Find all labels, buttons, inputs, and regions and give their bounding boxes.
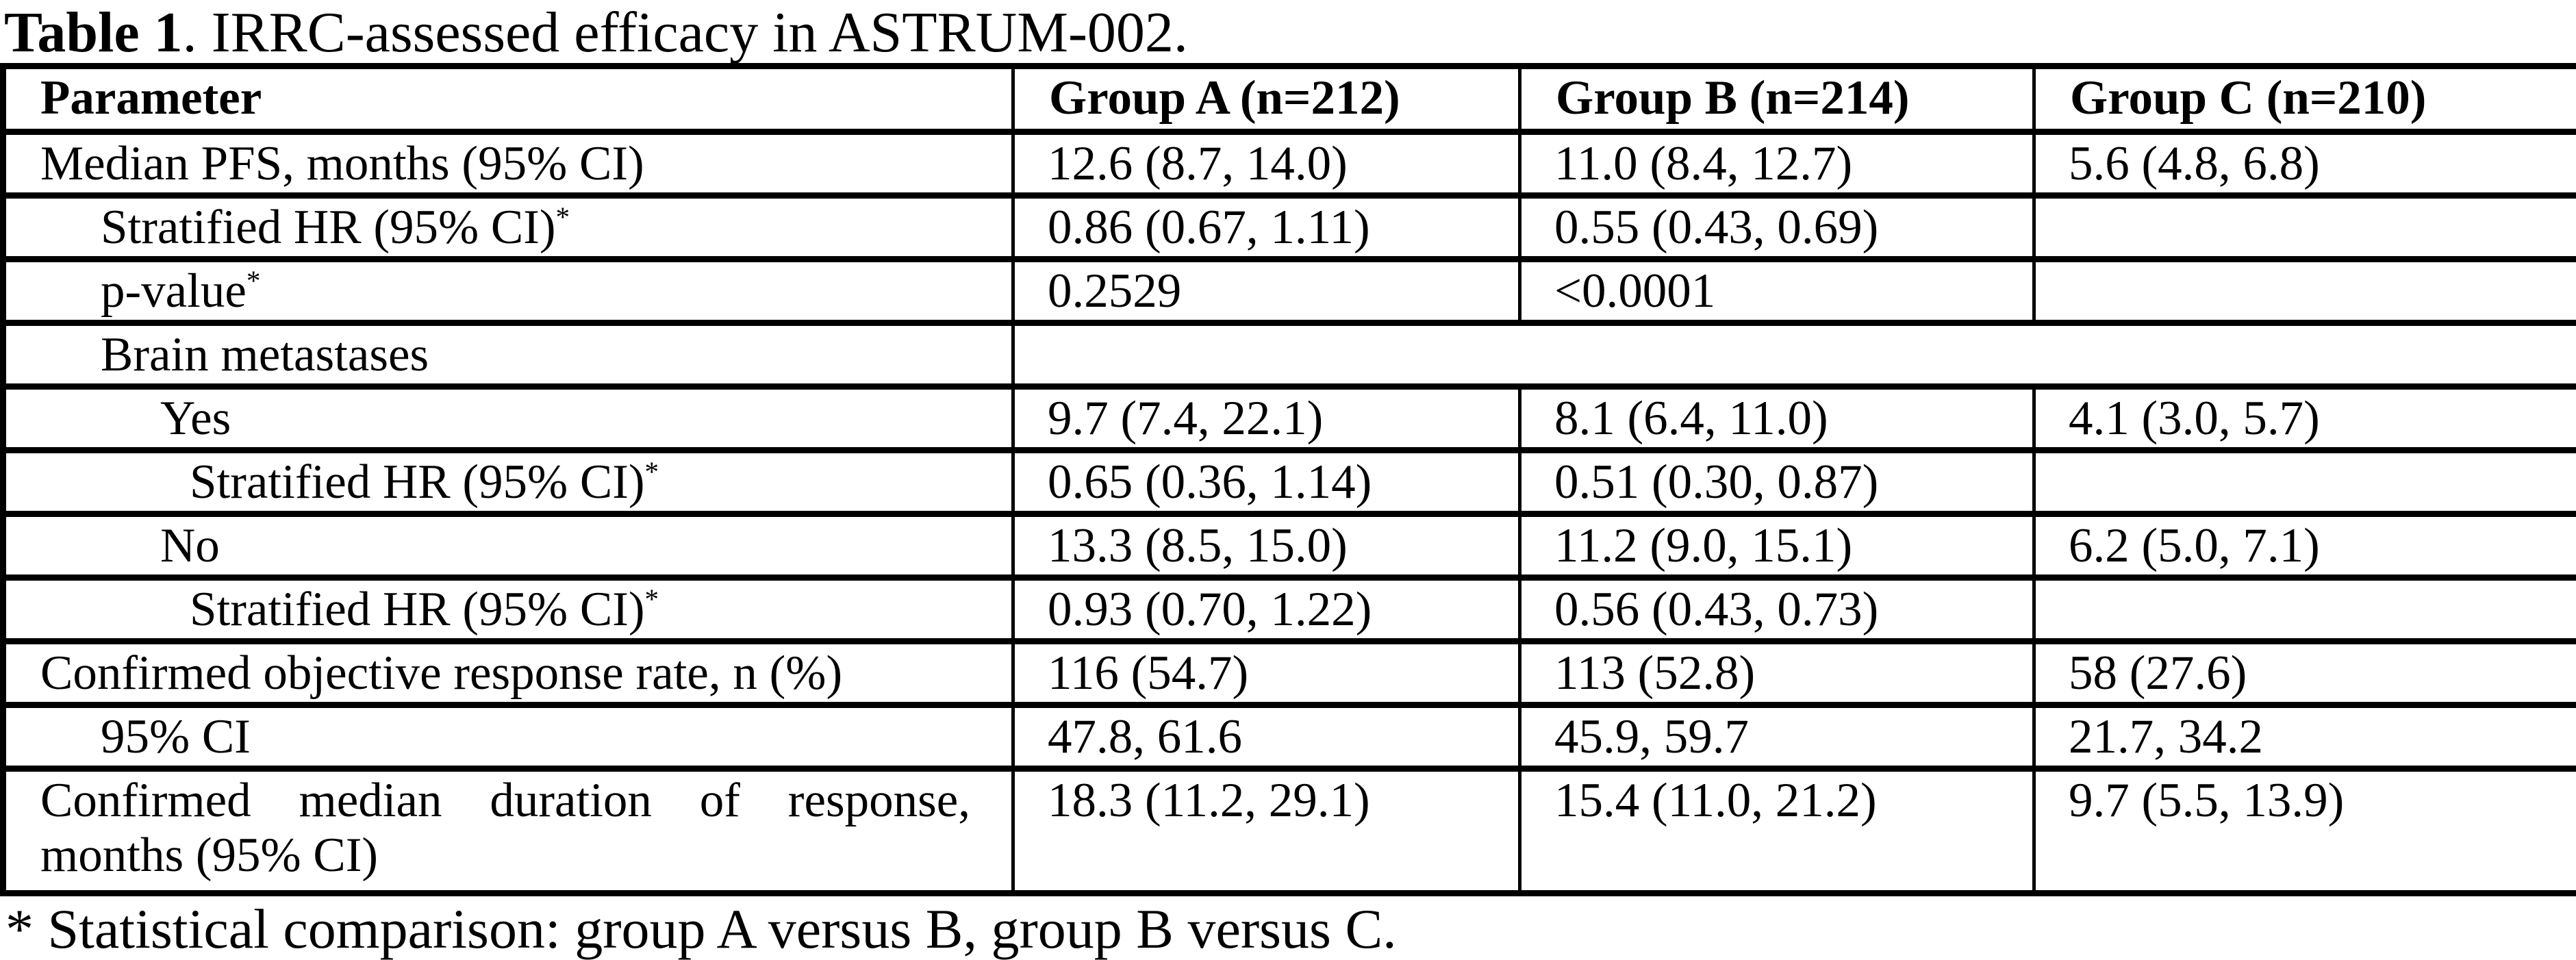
table-title-text: . IRRC-assessed efficacy in ASTRUM-002. <box>183 1 1188 64</box>
table-row: Yes 9.7 (7.4, 22.1)8.1 (6.4, 11.0)4.1 (3.… <box>3 387 2576 451</box>
param-cell: 95% CI <box>3 705 1013 769</box>
param-cell: Stratified HR (95% CI)* <box>3 451 1013 514</box>
param-cell: No <box>3 514 1013 578</box>
value-cell-group-c: 6.2 (5.0, 7.1) <box>2034 514 2576 578</box>
value-cell-group-c: 58 (27.6) <box>2034 642 2576 705</box>
value-cell-group-b: 0.55 (0.43, 0.69) <box>1520 196 2034 260</box>
param-label: No <box>160 519 220 572</box>
value-cell-group-a: 0.86 (0.67, 1.11) <box>1013 196 1520 260</box>
value-cell-group-c <box>2034 578 2576 642</box>
value-cell-group-c <box>2034 451 2576 514</box>
param-cell: Stratified HR (95% CI)* <box>3 196 1013 260</box>
param-label: 95% CI <box>101 710 251 763</box>
value-cell-group-a: 0.93 (0.70, 1.22) <box>1013 578 1520 642</box>
value-cell-group-c: 4.1 (3.0, 5.7) <box>2034 387 2576 451</box>
value-cell-group-b: 0.51 (0.30, 0.87) <box>1520 451 2034 514</box>
param-label: Median PFS, months (95% CI) <box>40 137 644 190</box>
value-cell-group-b: <0.0001 <box>1520 260 2034 323</box>
column-header-parameter: Parameter <box>3 66 1013 132</box>
table-row: Stratified HR (95% CI)*0.65 (0.36, 1.14)… <box>3 451 2576 514</box>
value-cell-group-b: 15.4 (11.0, 21.2) <box>1520 769 2034 894</box>
param-cell: Brain metastases <box>3 323 1013 387</box>
param-cell: Stratified HR (95% CI)* <box>3 578 1013 642</box>
value-cell-group-b: 8.1 (6.4, 11.0) <box>1520 387 2034 451</box>
value-cell-group-b: 11.0 (8.4, 12.7) <box>1520 132 2034 196</box>
column-header-group-b: Group B (n=214) <box>1520 66 2034 132</box>
param-cell: p-value* <box>3 260 1013 323</box>
column-header-group-a: Group A (n=212) <box>1013 66 1520 132</box>
column-header-group-c: Group C (n=210) <box>2034 66 2576 132</box>
footnote-marker: * <box>247 264 261 296</box>
param-label: p-value <box>101 264 247 318</box>
value-cell-group-c <box>2034 196 2576 260</box>
param-label: Confirmed objective response rate, n (%) <box>40 646 842 700</box>
value-cell-group-c: 21.7, 34.2 <box>2034 705 2576 769</box>
value-cell-group-b: 45.9, 59.7 <box>1520 705 2034 769</box>
value-cell-group-c: 9.7 (5.5, 13.9) <box>2034 769 2576 894</box>
merged-empty-cell <box>1013 323 2576 387</box>
param-label: Brain metastases <box>101 328 429 381</box>
value-cell-group-b: 0.56 (0.43, 0.73) <box>1520 578 2034 642</box>
table-row: Median PFS, months (95% CI) 12.6 (8.7, 14… <box>3 132 2576 196</box>
value-cell-group-a: 0.2529 <box>1013 260 1520 323</box>
param-cell: Confirmed objective response rate, n (%) <box>3 642 1013 705</box>
value-cell-group-a: 9.7 (7.4, 22.1) <box>1013 387 1520 451</box>
header-row: Parameter Group A (n=212) Group B (n=214… <box>3 66 2576 132</box>
footnote-marker: * <box>645 455 659 487</box>
value-cell-group-c: 5.6 (4.8, 6.8) <box>2034 132 2576 196</box>
param-label: Confirmed median duration of response, m… <box>40 774 970 882</box>
footnote-marker: * <box>645 583 659 614</box>
value-cell-group-a: 47.8, 61.6 <box>1013 705 1520 769</box>
table-row: Confirmed objective response rate, n (%)… <box>3 642 2576 705</box>
param-label: Stratified HR (95% CI) <box>101 201 556 254</box>
param-label: Yes <box>160 392 231 445</box>
footnote: * Statistical comparison: group A versus… <box>0 899 2576 959</box>
param-label: Stratified HR (95% CI) <box>190 455 645 509</box>
value-cell-group-a: 13.3 (8.5, 15.0) <box>1013 514 1520 578</box>
table-row: Brain metastases <box>3 323 2576 387</box>
value-cell-group-a: 0.65 (0.36, 1.14) <box>1013 451 1520 514</box>
value-cell-group-b: 11.2 (9.0, 15.1) <box>1520 514 2034 578</box>
param-cell: Yes <box>3 387 1013 451</box>
table-row: Confirmed median duration of response, m… <box>3 769 2576 894</box>
value-cell-group-a: 12.6 (8.7, 14.0) <box>1013 132 1520 196</box>
value-cell-group-b: 113 (52.8) <box>1520 642 2034 705</box>
value-cell-group-c <box>2034 260 2576 323</box>
param-cell: Confirmed median duration of response, m… <box>3 769 1013 894</box>
param-cell: Median PFS, months (95% CI) <box>3 132 1013 196</box>
efficacy-table: Parameter Group A (n=212) Group B (n=214… <box>0 63 2576 896</box>
param-label: Stratified HR (95% CI) <box>190 583 645 636</box>
document-page: Table 1. IRRC-assessed efficacy in ASTRU… <box>0 0 2576 936</box>
footnote-marker: * <box>556 201 570 232</box>
table-row: Stratified HR (95% CI)*0.86 (0.67, 1.11)… <box>3 196 2576 260</box>
table-title: Table 1. IRRC-assessed efficacy in ASTRU… <box>0 0 2576 63</box>
table-row: p-value*0.2529<0.0001 <box>3 260 2576 323</box>
table-body: Median PFS, months (95% CI) 12.6 (8.7, 14… <box>3 132 2576 894</box>
value-cell-group-a: 18.3 (11.2, 29.1) <box>1013 769 1520 894</box>
value-cell-group-a: 116 (54.7) <box>1013 642 1520 705</box>
table-title-number: Table 1 <box>4 1 183 64</box>
table-row: No 13.3 (8.5, 15.0)11.2 (9.0, 15.1)6.2 (5… <box>3 514 2576 578</box>
table-row: Stratified HR (95% CI)*0.93 (0.70, 1.22)… <box>3 578 2576 642</box>
